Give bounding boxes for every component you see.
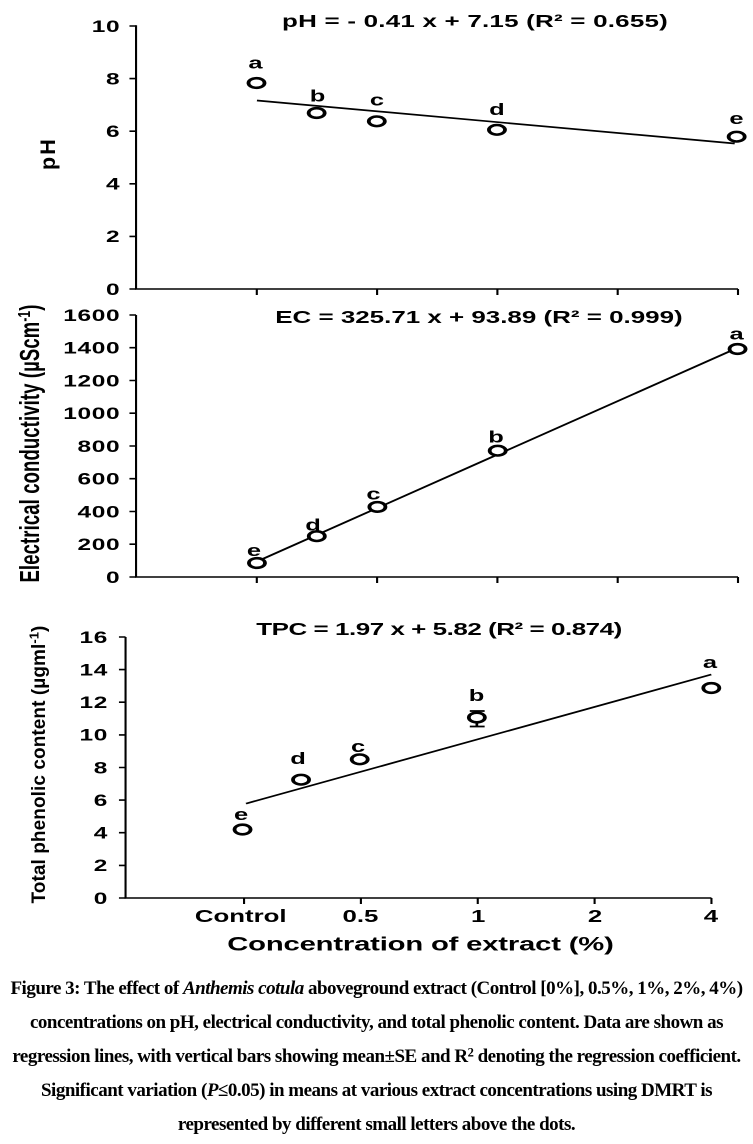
svg-text:Control: Control xyxy=(195,906,287,926)
svg-text:1200: 1200 xyxy=(63,372,120,390)
svg-text:10: 10 xyxy=(92,18,121,36)
svg-text:4: 4 xyxy=(704,906,719,926)
svg-text:8: 8 xyxy=(94,759,108,777)
svg-text:e: e xyxy=(729,108,743,128)
svg-text:b: b xyxy=(469,685,485,705)
svg-text:Figure 3: The effect of Anthem: Figure 3: The effect of Anthemis cotula … xyxy=(10,978,742,999)
svg-text:2: 2 xyxy=(94,857,108,875)
svg-text:6: 6 xyxy=(106,123,120,141)
svg-text:14: 14 xyxy=(79,661,108,679)
svg-text:e: e xyxy=(234,804,248,824)
svg-text:c: c xyxy=(370,90,384,110)
svg-text:Electrical conductivity (µScm-: Electrical conductivity (µScm-1) xyxy=(14,304,45,582)
svg-text:4: 4 xyxy=(94,824,108,842)
svg-text:1: 1 xyxy=(471,906,485,926)
svg-text:1000: 1000 xyxy=(63,405,120,423)
svg-text:1600: 1600 xyxy=(63,307,120,325)
svg-text:d: d xyxy=(290,748,306,768)
svg-text:pH: pH xyxy=(36,137,60,170)
svg-text:0.5: 0.5 xyxy=(343,906,379,926)
svg-text:600: 600 xyxy=(77,470,120,488)
svg-text:regression lines, with vertica: regression lines, with vertical bars sho… xyxy=(12,1046,740,1068)
svg-text:c: c xyxy=(366,484,380,504)
svg-text:2: 2 xyxy=(588,906,602,926)
svg-text:6: 6 xyxy=(94,792,108,810)
svg-text:4: 4 xyxy=(106,175,120,193)
svg-text:16: 16 xyxy=(79,629,108,647)
svg-text:12: 12 xyxy=(79,694,108,712)
svg-text:10: 10 xyxy=(79,727,108,745)
svg-text:200: 200 xyxy=(77,536,120,554)
svg-text:represented by different small: represented by different small letters a… xyxy=(178,1114,575,1135)
svg-text:400: 400 xyxy=(77,503,120,521)
svg-text:Significant variation (P≤0.05): Significant variation (P≤0.05) in means … xyxy=(41,1080,712,1101)
svg-text:0: 0 xyxy=(106,569,120,587)
svg-text:e: e xyxy=(247,540,261,560)
svg-text:pH = - 0.41 x + 7.15 (R² = 0.6: pH = - 0.41 x + 7.15 (R² = 0.655) xyxy=(282,11,668,31)
svg-text:Total phenolic content (µgml-1: Total phenolic content (µgml-1) xyxy=(27,626,51,904)
svg-text:b: b xyxy=(310,86,326,106)
svg-text:Concentration of extract (%): Concentration of extract (%) xyxy=(227,934,613,955)
svg-text:2: 2 xyxy=(106,228,120,246)
svg-text:a: a xyxy=(248,53,263,73)
svg-text:b: b xyxy=(488,427,504,447)
svg-text:EC = 325.71 x + 93.89 (R² = 0.: EC = 325.71 x + 93.89 (R² = 0.999) xyxy=(275,307,682,327)
svg-text:a: a xyxy=(703,652,718,672)
svg-text:c: c xyxy=(351,736,365,756)
svg-text:d: d xyxy=(305,515,321,535)
svg-text:0: 0 xyxy=(106,281,120,299)
svg-text:concentrations on pH, electric: concentrations on pH, electrical conduct… xyxy=(30,1012,723,1033)
svg-text:800: 800 xyxy=(77,438,120,456)
svg-text:0: 0 xyxy=(94,890,108,908)
svg-text:TPC = 1.97 x + 5.82 (R² = 0.87: TPC = 1.97 x + 5.82 (R² = 0.874) xyxy=(256,619,622,639)
svg-text:1400: 1400 xyxy=(63,339,120,357)
svg-text:d: d xyxy=(489,99,505,119)
svg-text:8: 8 xyxy=(106,70,120,88)
svg-text:a: a xyxy=(730,324,745,344)
